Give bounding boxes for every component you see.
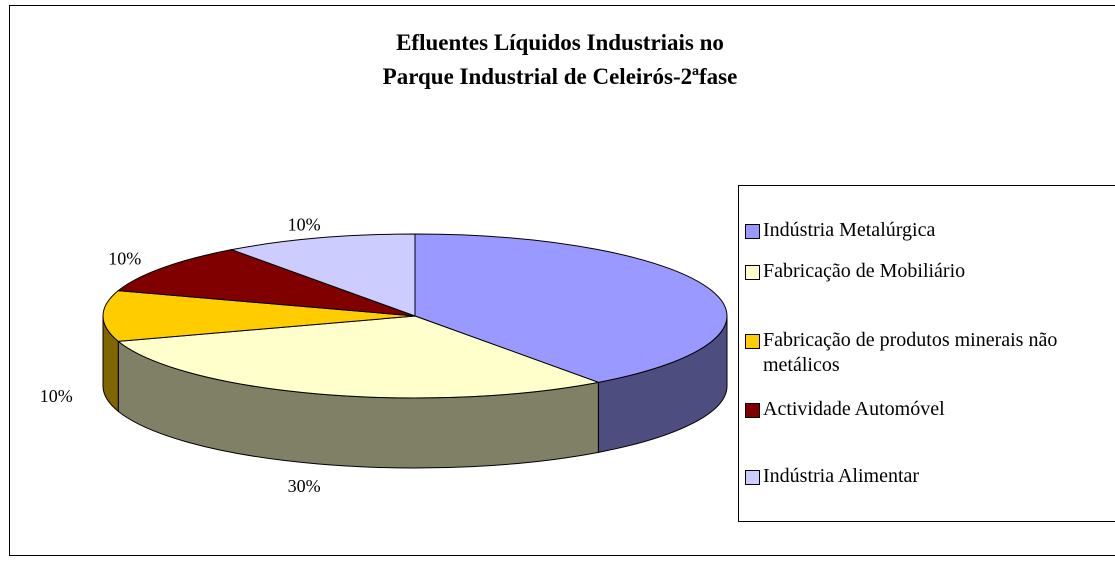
legend-item: Fabricação de produtos minerais não metá… [745, 328, 1115, 378]
legend-swatch [745, 224, 760, 239]
pie-slice [414, 233, 728, 383]
legend-item: Fabricação de Mobiliário [745, 259, 1115, 284]
legend-label: Fabricação de Mobiliário [763, 260, 966, 282]
legend-label: Indústria Alimentar [763, 465, 920, 487]
pie-slice [229, 233, 416, 317]
legend-label: Fabricação de produtos minerais não metá… [763, 329, 1058, 376]
legend-swatch [745, 334, 760, 349]
chart-title: Efluentes Líquidos Industriais no [396, 30, 724, 55]
data-label: 30% [288, 476, 321, 496]
data-label: 10% [108, 249, 141, 269]
legend: Indústria Metalúrgica Fabricação de Mobil… [738, 185, 1115, 522]
data-label: 10% [40, 386, 73, 406]
pie-slice [116, 315, 601, 399]
data-label: 10% [288, 214, 321, 234]
chart-title: Parque Industrial de Celeirós-2ªfase [383, 64, 738, 89]
legend-swatch [745, 470, 760, 485]
legend-swatch [745, 403, 760, 418]
legend-label: Actividade Automóvel [763, 398, 945, 420]
legend-label: Indústria Metalúrgica [763, 219, 936, 241]
legend-item: Indústria Alimentar [745, 464, 1115, 489]
legend-item: Indústria Metalúrgica [745, 218, 1115, 243]
legend-swatch [745, 265, 760, 280]
legend-item: Actividade Automóvel [745, 397, 1115, 422]
pie-slice [116, 249, 416, 317]
pie-slice [102, 290, 416, 342]
